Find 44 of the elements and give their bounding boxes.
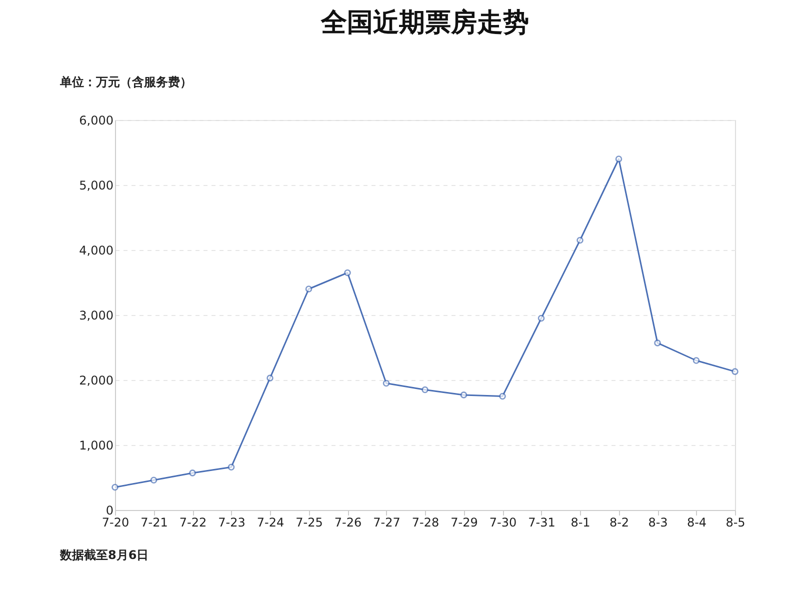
y-tick-label: 1,000 bbox=[79, 438, 114, 452]
point bbox=[150, 476, 158, 484]
point bbox=[538, 314, 545, 322]
point bbox=[422, 386, 428, 394]
point bbox=[576, 236, 584, 244]
x-tick-label: 7-29 bbox=[450, 516, 478, 530]
y-tick-label: 4,000 bbox=[79, 244, 114, 258]
x-tick-label: 7-30 bbox=[489, 516, 517, 530]
x-tick-label: 8-2 bbox=[609, 516, 630, 530]
point bbox=[112, 484, 118, 491]
x-tick-label: 7-28 bbox=[412, 516, 440, 530]
y-tick-label: 0 bbox=[106, 504, 114, 518]
point bbox=[654, 340, 661, 346]
x-tick-label: 7-25 bbox=[296, 516, 323, 530]
point bbox=[732, 368, 738, 375]
text: 数据截至8月6日 bbox=[59, 548, 149, 562]
y-tick-label: 3,000 bbox=[79, 308, 114, 322]
x-tick-label: 7-22 bbox=[179, 516, 207, 530]
point bbox=[305, 286, 312, 292]
x-tick-label: 7-21 bbox=[140, 516, 168, 530]
point bbox=[460, 392, 468, 398]
x-tick-label: 7-27 bbox=[373, 516, 400, 530]
point bbox=[615, 156, 622, 162]
chart-title: 全国近期票房走势 bbox=[320, 8, 529, 38]
y-axis-title: 单位：万元（含服务费） bbox=[59, 75, 192, 89]
point bbox=[692, 357, 700, 364]
x-tick-label: 7-31 bbox=[528, 516, 556, 530]
point bbox=[382, 380, 390, 387]
x-tick-label: 8-4 bbox=[686, 516, 707, 530]
x-tick-label: 8-5 bbox=[726, 516, 746, 530]
x-tick-label: 7-20 bbox=[102, 516, 130, 530]
point bbox=[344, 269, 351, 276]
x-tick-label: 7-24 bbox=[256, 516, 284, 530]
y-tick-label: 2,000 bbox=[79, 374, 114, 388]
point bbox=[266, 374, 274, 382]
x-tick-label: 8-1 bbox=[570, 516, 590, 530]
x-tick-label: 8-3 bbox=[648, 516, 668, 530]
x-tick-label: 7-26 bbox=[334, 516, 362, 530]
x-tick-label: 7-23 bbox=[218, 516, 246, 530]
point bbox=[228, 464, 235, 470]
point bbox=[499, 392, 506, 400]
y-tick-label: 5,000 bbox=[79, 178, 114, 192]
y-tick-label: 6,000 bbox=[79, 114, 114, 128]
point bbox=[189, 470, 196, 476]
